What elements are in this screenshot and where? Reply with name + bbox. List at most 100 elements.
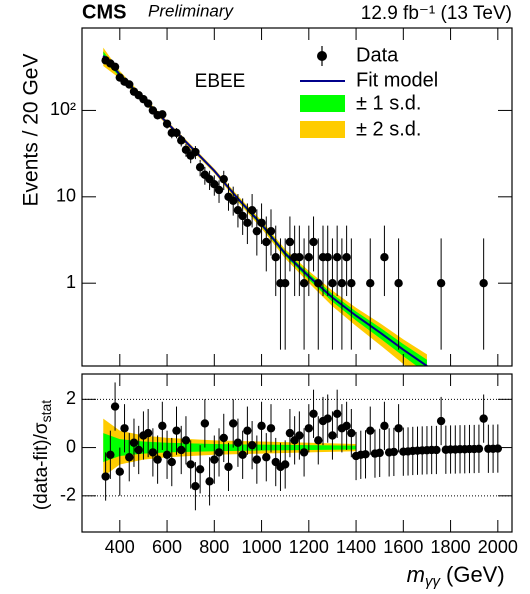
y-axis-label: (data-fit)/σstat: [31, 400, 54, 510]
cms-label: CMS: [82, 1, 126, 23]
data-point: [158, 421, 167, 431]
data-point: [342, 421, 351, 431]
y-label-main: (data-fit)/σ: [31, 422, 52, 510]
data-point: [195, 465, 205, 474]
data-point: [214, 185, 224, 195]
data-point: [238, 450, 247, 460]
y-tick-label: 10²: [50, 99, 76, 119]
x-tick-label: 1400: [336, 537, 376, 557]
data-point: [280, 460, 290, 469]
data-point: [101, 472, 110, 481]
y-tick-label: -2: [60, 485, 76, 505]
y-tick-label: 10: [56, 186, 76, 206]
data-point: [186, 460, 195, 469]
data-point: [214, 448, 224, 457]
preliminary-label: Preliminary: [148, 1, 235, 20]
data-point: [252, 226, 262, 236]
data-point: [299, 278, 309, 288]
lumi-label: 12.9 fb⁻¹ (13 TeV): [361, 3, 512, 24]
x-tick-label: 400: [105, 537, 135, 557]
data-point: [167, 457, 176, 467]
data-point: [285, 237, 295, 247]
data-point: [266, 424, 276, 433]
data-point: [233, 438, 243, 447]
data-point: [389, 447, 399, 457]
data-point: [304, 252, 314, 262]
data-point: [219, 433, 228, 443]
data-point: [304, 424, 314, 433]
legend: Data Fit model ± 1 s.d. ± 2 s.d.: [300, 44, 438, 140]
x-tick-label: 1600: [383, 537, 423, 557]
data-point: [285, 428, 295, 438]
y-tick-label: 1: [66, 272, 76, 292]
data-point: [219, 174, 228, 184]
data-point: [299, 448, 309, 457]
y-tick-label: 0: [66, 436, 76, 456]
x-label-sub: γγ: [425, 573, 442, 590]
data-point: [172, 128, 181, 138]
bottom-plot: [82, 382, 512, 511]
data-point: [177, 136, 186, 145]
data-point: [210, 455, 219, 464]
data-point: [162, 119, 172, 129]
data-point: [191, 481, 200, 491]
data-point: [314, 278, 323, 288]
data-point: [172, 426, 181, 435]
data-point: [266, 226, 276, 236]
data-point: [493, 444, 503, 453]
data-point: [257, 218, 266, 228]
data-point: [479, 414, 488, 423]
legend-label: ± 2 s.d.: [356, 118, 421, 140]
x-tick-label: 2000: [478, 537, 518, 557]
legend-swatch: [300, 121, 345, 138]
data-point: [229, 419, 238, 428]
data-point: [224, 462, 233, 472]
region-label: EBEE: [195, 71, 246, 92]
data-point: [380, 252, 389, 262]
data-point: [323, 414, 332, 423]
data-point: [143, 428, 153, 438]
x-tick-label: 1000: [242, 537, 282, 557]
data-point: [243, 426, 252, 435]
data-point: [347, 278, 356, 288]
data-point: [309, 409, 318, 419]
data-point: [332, 252, 342, 262]
data-point: [366, 426, 375, 435]
x-tick-label: 1200: [289, 537, 329, 557]
data-point: [125, 80, 134, 89]
data-point: [191, 147, 200, 157]
data-point: [243, 218, 252, 228]
y-label-sub: stat: [38, 400, 54, 423]
x-tick-label: 1800: [431, 537, 471, 557]
data-point: [233, 205, 243, 215]
data-point: [337, 278, 347, 288]
plot-frame: [81, 27, 513, 367]
data-point: [332, 409, 342, 419]
data-point: [205, 477, 214, 486]
data-point: [110, 402, 120, 411]
data-point: [195, 163, 205, 172]
data-point: [436, 278, 446, 288]
data-point: [314, 436, 323, 445]
data-point: [328, 431, 337, 440]
data-point: [295, 252, 304, 262]
data-point: [177, 445, 186, 455]
x-axis-unit: (GeV): [446, 562, 505, 587]
x-tick-label: 800: [199, 537, 229, 557]
data-point: [295, 431, 304, 440]
legend-label: Data: [356, 44, 399, 66]
data-point: [257, 421, 266, 431]
data-point: [238, 211, 247, 221]
data-point: [342, 252, 351, 262]
data-point: [247, 440, 257, 450]
data-point: [252, 455, 262, 464]
data-point: [125, 453, 134, 462]
legend-label: Fit model: [356, 69, 438, 91]
data-point: [347, 428, 356, 438]
data-point: [394, 424, 403, 433]
data-point: [110, 62, 120, 71]
data-point: [380, 421, 389, 431]
data-point: [375, 448, 384, 458]
data-point: [210, 179, 219, 189]
